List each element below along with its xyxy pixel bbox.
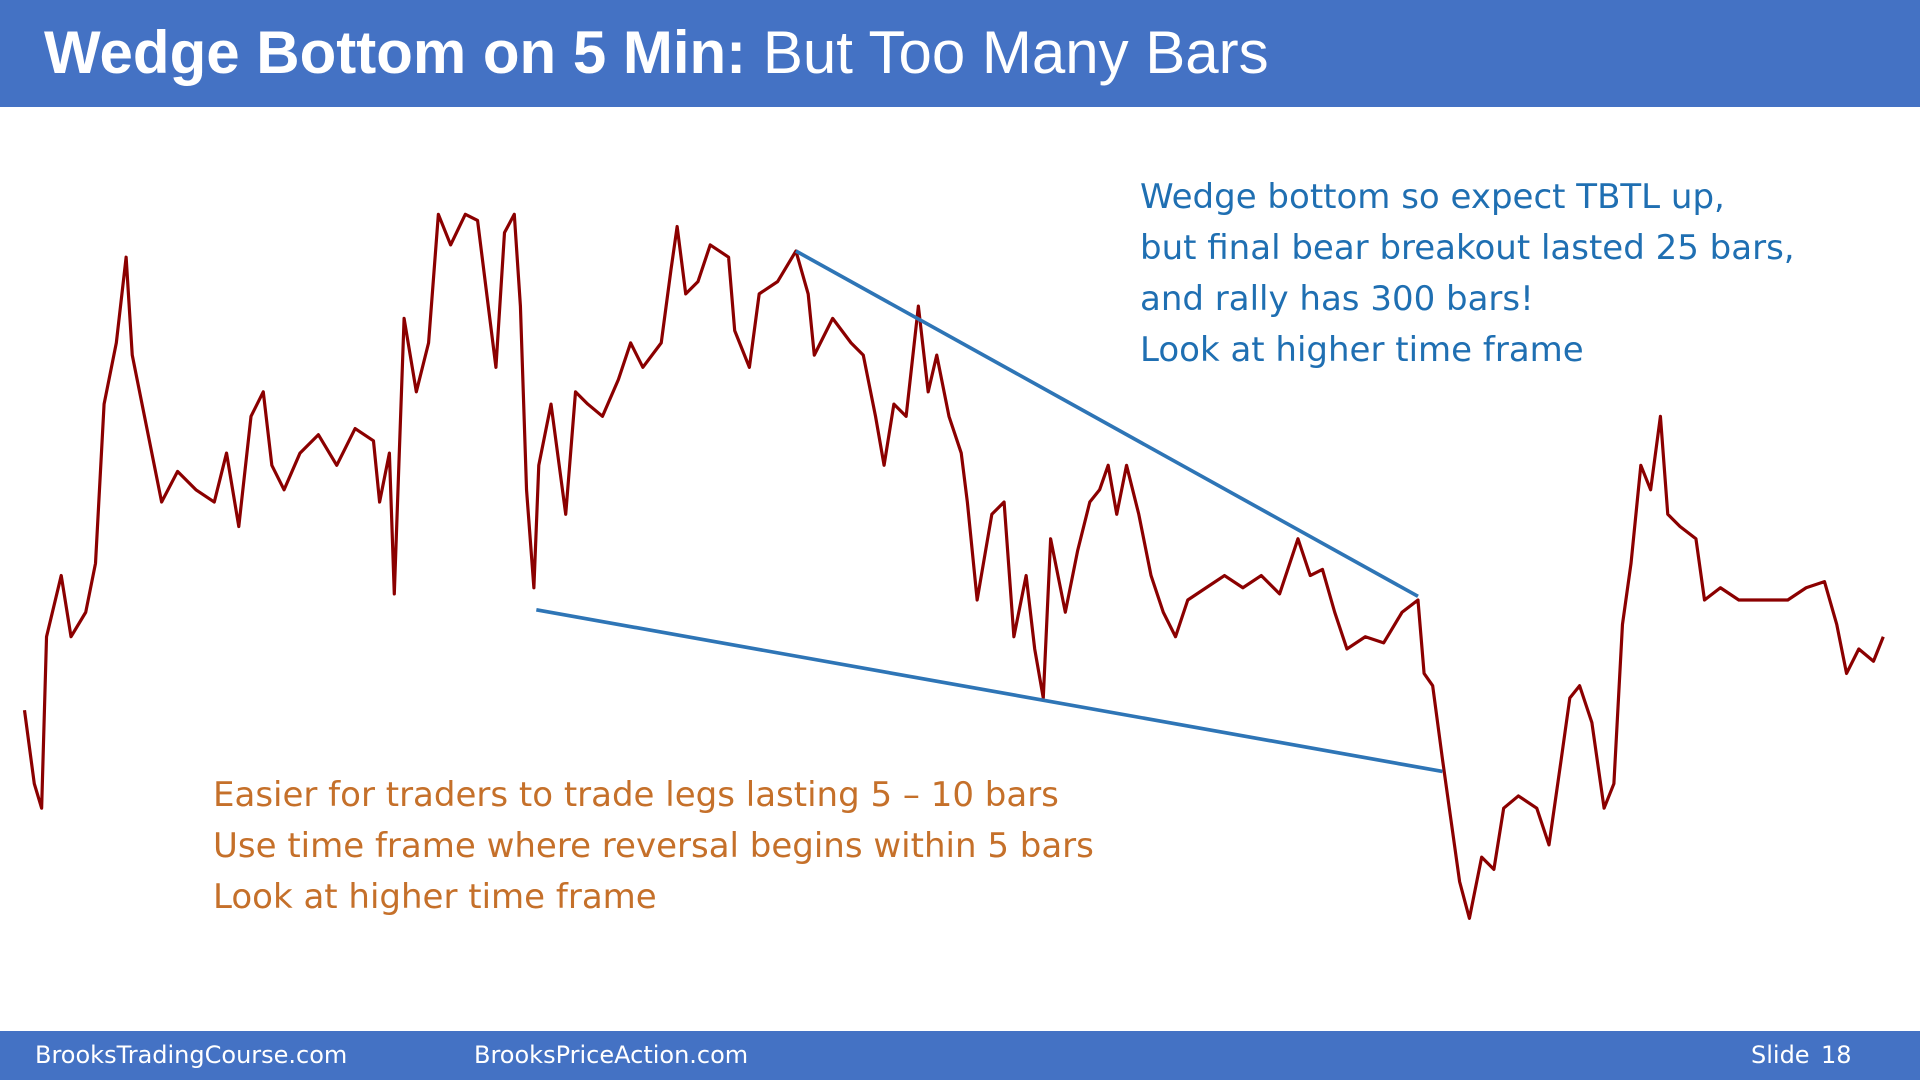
footer-bar: BrooksTradingCourse.com BrooksPriceActio… bbox=[0, 1031, 1920, 1080]
footer-site: BrooksPriceAction.com bbox=[474, 1041, 749, 1069]
wedge-upper-line bbox=[795, 249, 1419, 598]
note-line: Wedge bottom so expect TBTL up, bbox=[1140, 177, 1725, 217]
slide-number: 18 bbox=[1821, 1041, 1852, 1069]
price-line bbox=[22, 212, 1885, 920]
header-bar: Wedge Bottom on 5 Min: But Too Many Bars bbox=[0, 0, 1920, 107]
note-line: Look at higher time frame bbox=[213, 877, 657, 917]
note-line: Look at higher time frame bbox=[1140, 330, 1584, 370]
slide-title: Wedge Bottom on 5 Min: But Too Many Bars bbox=[44, 18, 1269, 88]
orange-notes: Easier for traders to trade legs lasting… bbox=[213, 770, 1094, 923]
title-bold: Wedge Bottom on 5 Min: bbox=[44, 19, 747, 86]
note-line: and rally has 300 bars! bbox=[1140, 279, 1534, 319]
title-rest: But Too Many Bars bbox=[762, 19, 1269, 86]
wedge-lower-line bbox=[536, 607, 1443, 774]
chart-drawing bbox=[22, 212, 1885, 920]
note-line: Easier for traders to trade legs lasting… bbox=[213, 775, 1059, 815]
note-line: Use time frame where reversal begins wit… bbox=[213, 826, 1094, 866]
note-line: but final bear breakout lasted 25 bars, bbox=[1140, 228, 1795, 268]
blue-notes: Wedge bottom so expect TBTL up, but final… bbox=[1140, 172, 1795, 376]
footer-site: BrooksTradingCourse.com bbox=[35, 1041, 348, 1069]
slide-label: Slide bbox=[1751, 1041, 1810, 1069]
